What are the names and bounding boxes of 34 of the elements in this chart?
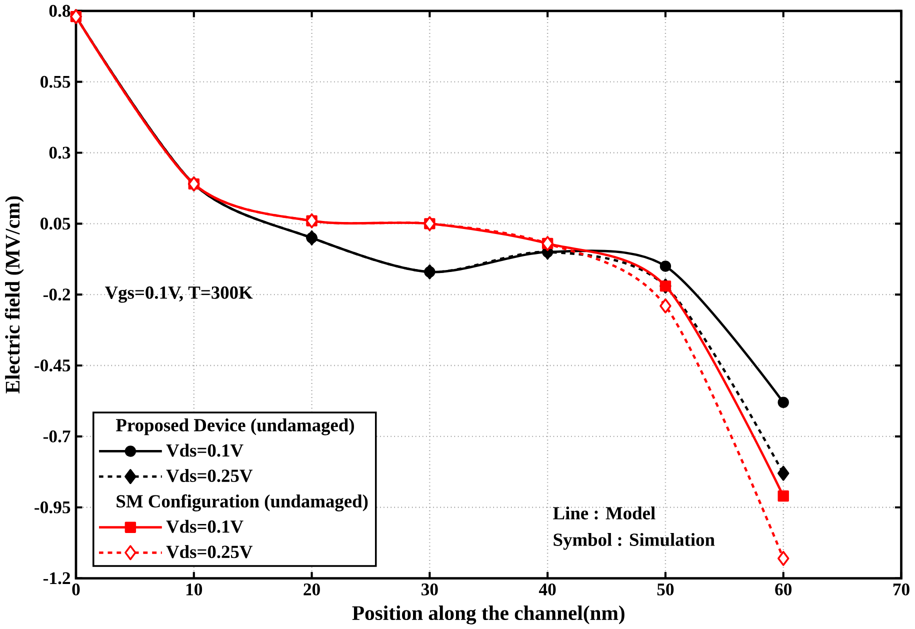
- y-axis-title: Electric field (MV/cm): [4, 196, 24, 394]
- x-tick-label: 0: [72, 583, 80, 596]
- y-tick-label: -0.7: [43, 430, 70, 442]
- y-tick-label: -0.95: [34, 501, 70, 514]
- y-tick-label: -0.2: [43, 288, 70, 300]
- y-tick-label: 0.05: [40, 218, 70, 230]
- point: [660, 260, 672, 272]
- point: [778, 466, 790, 481]
- legend-label: Vds=0.1V: [166, 520, 244, 533]
- y-tick-label: 0.55: [40, 76, 70, 88]
- y-tick-label: 0.8: [49, 4, 70, 17]
- x-tick-label: 30: [422, 583, 438, 596]
- point: [778, 550, 790, 566]
- legend-label: Vds=0.25V: [166, 468, 253, 482]
- legend-label: Vds=0.1V: [166, 444, 244, 457]
- x-tick-label: 20: [304, 583, 320, 596]
- y-tick-label: -0.45: [34, 359, 70, 372]
- y-tick-label: -1.2: [43, 572, 70, 584]
- x-tick-label: 10: [186, 583, 202, 596]
- x-tick-label: 60: [775, 583, 792, 596]
- annotation: Line : Model: [553, 506, 656, 520]
- x-tick-label: 70: [893, 583, 910, 596]
- annotation: SM Configuration (undamaged): [116, 494, 368, 512]
- point: [660, 298, 672, 314]
- x-tick-label: 40: [538, 583, 556, 596]
- annotation: Vgs=0.1V, T=300K: [104, 286, 253, 303]
- point: [778, 490, 789, 502]
- annotation: Proposed Device (undamaged): [116, 418, 354, 436]
- y-tick-label: 0.3: [49, 146, 70, 159]
- legend-label: Vds=0.25V: [166, 544, 253, 558]
- x-axis-title: Position along the channel(nm): [352, 605, 624, 624]
- x-tick-label: 50: [657, 583, 674, 596]
- annotation: Symbol : Simulation: [554, 532, 715, 550]
- point: [778, 396, 789, 408]
